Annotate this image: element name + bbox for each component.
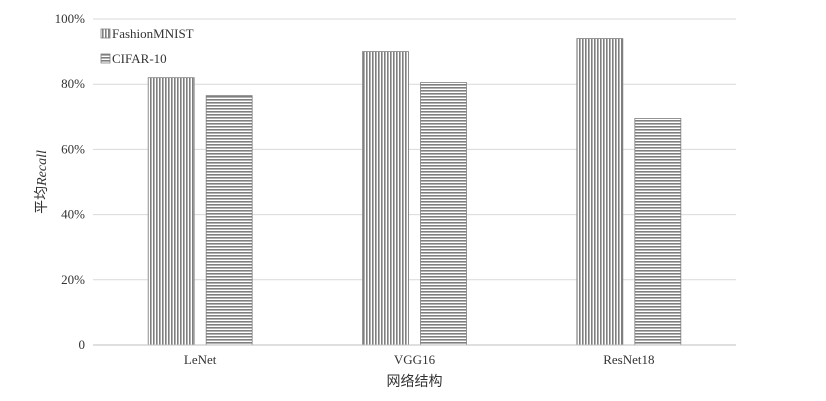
y-tick-label: 40%	[61, 207, 85, 222]
bar-cifar-10-resnet18	[634, 118, 682, 346]
gridlines	[93, 18, 736, 281]
bar-fashionmnist-vgg16	[362, 51, 409, 346]
legend-swatch	[100, 28, 111, 39]
bar-fashionmnist-lenet	[147, 77, 195, 346]
x-tick-label: VGG16	[394, 352, 436, 367]
bars	[147, 38, 682, 346]
y-tick-label: 0	[79, 337, 86, 352]
y-axis-title-prefix: 平均	[34, 186, 50, 214]
x-tick-label: LeNet	[184, 352, 217, 367]
legend-label: FashionMNIST	[112, 26, 194, 41]
bar-fashionmnist-resnet18	[576, 38, 624, 346]
y-tick-label: 80%	[61, 76, 85, 91]
legend-label: CIFAR-10	[112, 51, 167, 66]
y-axis-title: 平均Recall	[34, 150, 50, 214]
bar-cifar-10-vgg16	[420, 82, 467, 346]
bar-cifar-10-lenet	[205, 95, 253, 346]
x-axis-ticks: LeNet VGG16 ResNet18	[184, 352, 655, 367]
y-tick-label: 60%	[61, 141, 85, 156]
legend-background	[96, 21, 194, 75]
y-tick-label: 20%	[61, 272, 85, 287]
y-axis-ticks: 0 20% 40% 60% 80% 100%	[55, 11, 86, 352]
legend: FashionMNIST CIFAR-10	[96, 21, 194, 75]
legend-swatch	[100, 53, 111, 64]
y-axis-title-italic: Recall	[35, 150, 50, 187]
y-tick-label: 100%	[55, 11, 86, 26]
x-tick-label: ResNet18	[603, 352, 654, 367]
x-axis-title: 网络结构	[387, 374, 443, 390]
